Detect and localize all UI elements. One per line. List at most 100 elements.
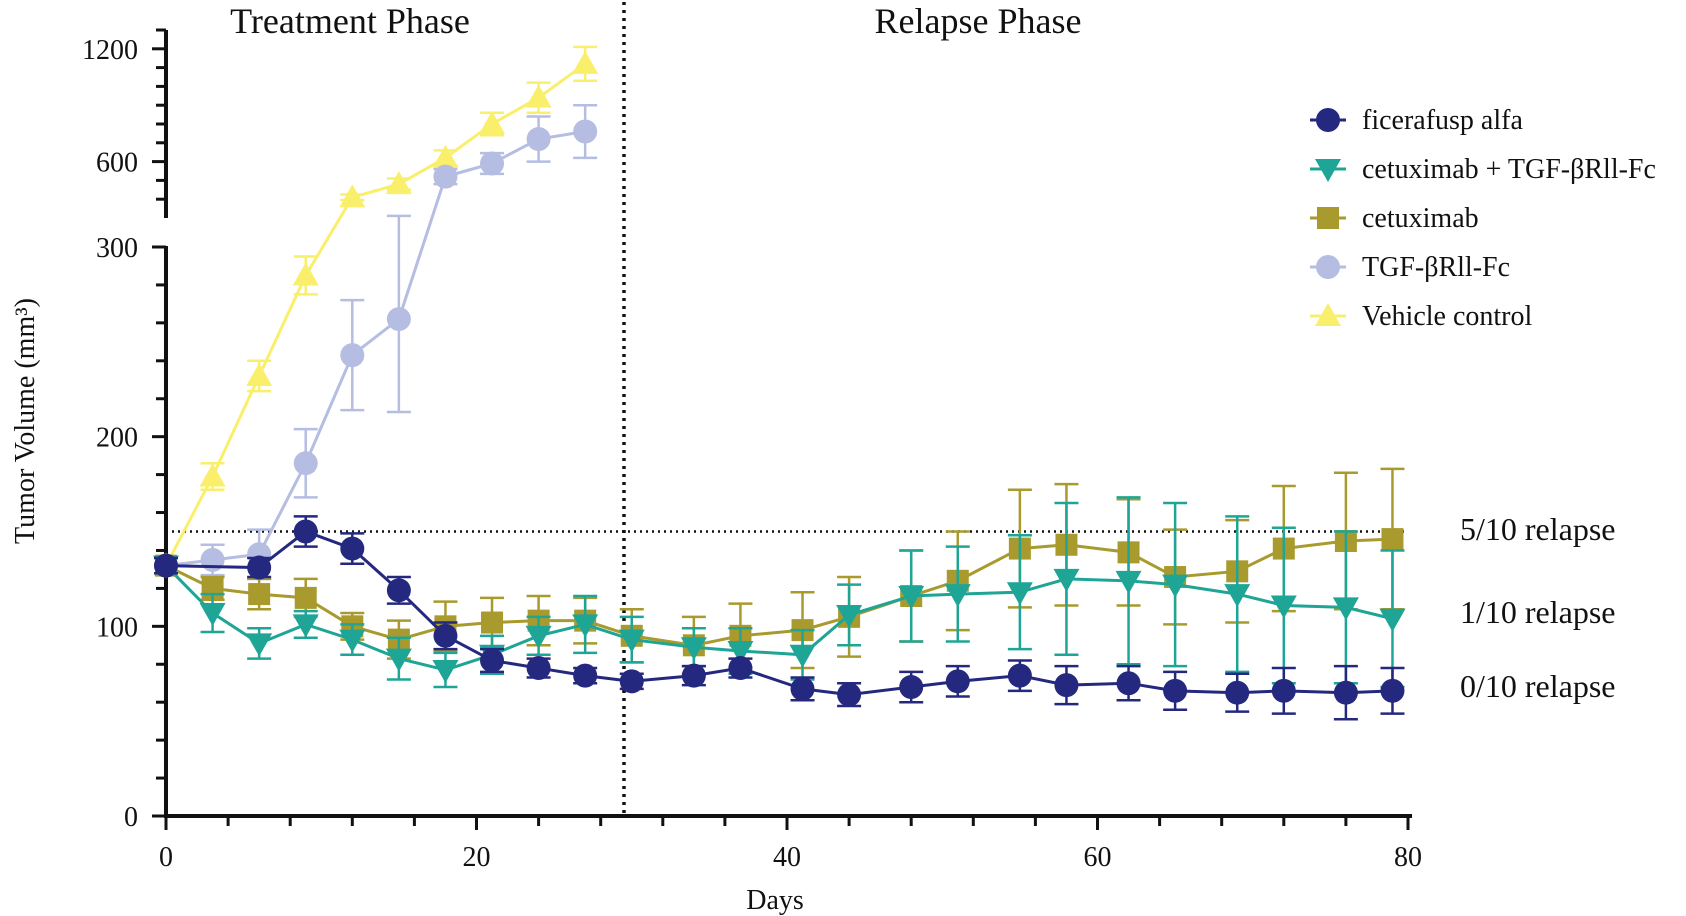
data-point [945,669,970,694]
data-point [1053,568,1080,592]
data-point [526,127,551,152]
data-point [681,663,706,688]
data-point [1115,570,1142,594]
relapse-label-5-of-10: 5/10 relapse [1460,511,1616,547]
data-point [386,578,411,603]
data-point [1224,584,1251,608]
y-axis-title: Tumor Volume (mm³) [10,298,41,544]
data-point [790,676,815,701]
data-point [525,84,552,108]
data-point [1006,582,1033,606]
y-tick-label: 300 [96,233,138,264]
y-tick-label: 100 [96,612,138,643]
data-point [432,659,459,683]
relapse-label-1-of-10: 1/10 relapse [1460,594,1616,630]
data-point [292,262,319,286]
data-point [573,663,598,688]
series-line [164,62,587,567]
data-point [479,111,506,134]
x-tick-label: 40 [773,842,801,873]
data-point [1270,595,1297,619]
legend: ficerafusp alfa cetuximab + TGF-βRll-Fc … [1310,105,1656,332]
data-point [199,603,226,627]
data-point [386,307,411,332]
data-point [247,555,272,580]
relapse-label-0-of-10: 0/10 relapse [1460,668,1616,704]
legend-label-cetuximab: cetuximab [1362,203,1479,234]
data-point [1007,663,1032,688]
x-tick-label: 80 [1394,842,1422,873]
data-point [728,656,753,681]
data-point [433,164,458,189]
data-point [526,656,551,681]
data-point [385,171,412,195]
data-point [525,625,552,649]
data-point [1054,673,1079,698]
data-point [573,119,598,144]
x-tick-label: 60 [1084,842,1112,873]
series-layer [153,45,1406,721]
data-point [836,604,863,628]
data-point [618,629,645,653]
y-tick-label-upper: 1200 [82,35,138,66]
data-point [572,50,599,74]
data-point [246,362,273,386]
x-tick-label: 20 [463,842,491,873]
data-point [619,669,644,694]
series-1 [153,496,1406,689]
data-point [572,614,599,638]
x-tick-label: 0 [159,842,173,873]
axes [164,30,1412,818]
legend-label-vehicle-control: Vehicle control [1362,301,1532,332]
data-point [898,585,925,609]
series-3 [154,103,598,581]
data-point [199,463,226,487]
data-point [292,614,319,638]
legend-marker [1315,159,1341,182]
legend-label-ficerafusp-alfa: ficerafusp alfa [1362,105,1523,136]
data-point [789,644,816,668]
data-point [1116,671,1141,696]
legend-marker [1317,207,1339,229]
data-point [432,144,459,168]
data-point [248,583,271,606]
series-line [165,130,586,568]
data-point [480,648,505,673]
series-4 [153,45,599,576]
data-point [246,633,273,657]
y-tick-label-upper: 600 [96,148,138,179]
data-point [481,611,504,634]
data-point [294,586,317,609]
data-point [727,640,754,664]
data-point [293,451,318,476]
data-point [154,553,178,578]
data-point [899,675,924,700]
data-point [1271,678,1296,703]
legend-label-tgf-rll-fc: TGF-βRll-Fc [1362,252,1510,283]
x-axis-title: Days [746,885,804,916]
data-point [340,536,365,561]
data-point [293,519,318,544]
legend-marker [1316,108,1340,132]
legend-marker [1316,255,1340,279]
relapse-phase-label: Relapse Phase [875,1,1082,41]
data-point [1379,608,1406,632]
data-point [1381,528,1404,551]
y-tick-label: 200 [96,423,138,454]
data-point [837,682,862,707]
data-point [680,637,707,661]
series-2 [154,467,1405,675]
data-point [385,648,412,672]
data-point [1332,597,1359,621]
y-tick-label: 0 [124,802,138,833]
data-point [1163,678,1188,703]
legend-label-cetuximab-tgf: cetuximab + TGF-βRll-Fc [1362,154,1656,185]
data-point [480,151,505,176]
data-point [1333,680,1358,705]
data-point [1162,574,1189,598]
data-point [1380,678,1405,703]
treatment-phase-label: Treatment Phase [230,1,470,41]
data-point [339,184,366,208]
data-point [339,629,366,653]
